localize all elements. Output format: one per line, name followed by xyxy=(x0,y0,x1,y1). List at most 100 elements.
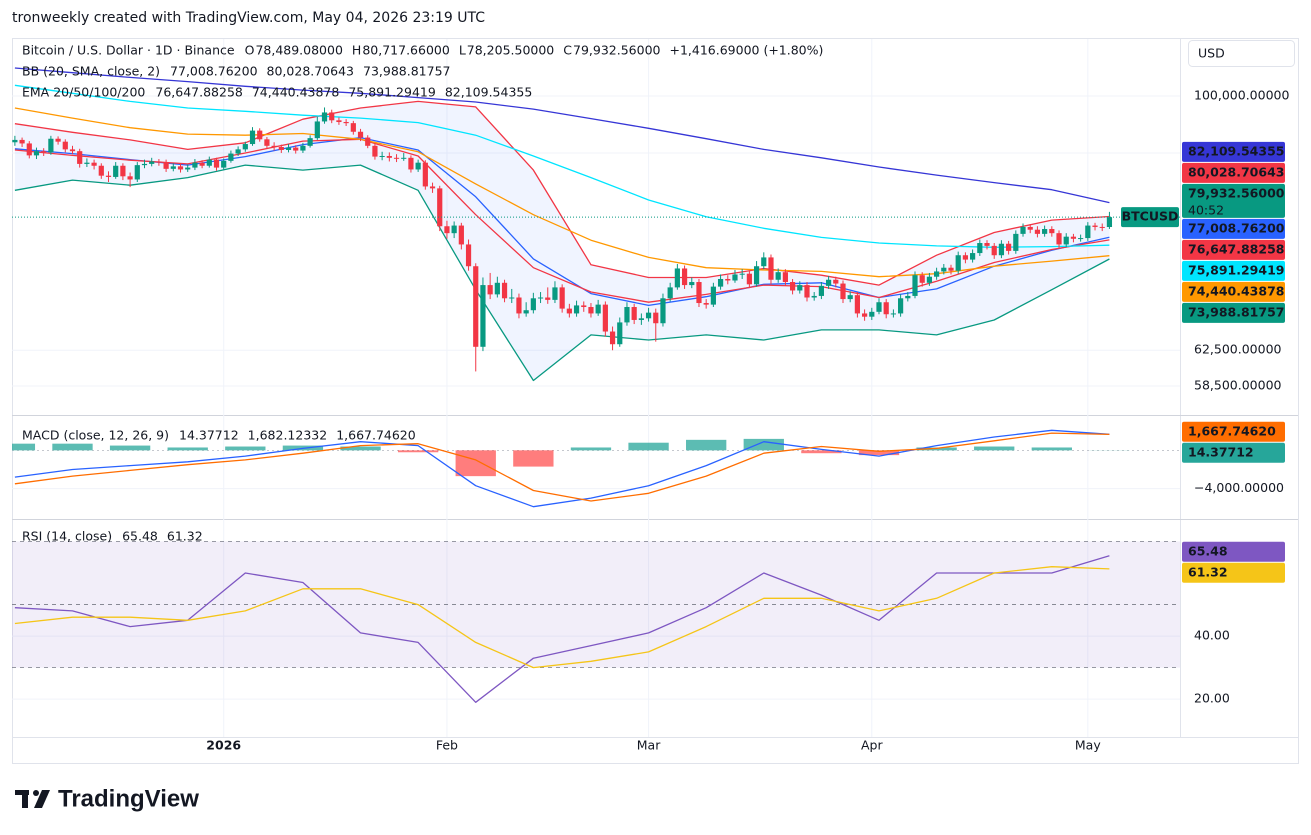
legend-text: 1,667.74620 xyxy=(336,428,416,443)
candle-body xyxy=(278,146,284,150)
candle-body xyxy=(120,165,126,177)
candle-body xyxy=(221,160,227,168)
candle-body xyxy=(1013,233,1019,251)
countdown-label: 40:52 xyxy=(1188,202,1224,217)
candle-body xyxy=(350,123,356,132)
bb-fill xyxy=(14,101,1110,381)
currency-label[interactable]: USD xyxy=(1198,46,1225,61)
candle-body xyxy=(293,147,299,151)
symbol-badge xyxy=(1121,207,1179,228)
candle-body xyxy=(62,141,68,150)
candle-body xyxy=(127,176,133,180)
candle-body xyxy=(156,161,162,163)
candle-body xyxy=(509,297,515,299)
rsi-pane xyxy=(12,541,1180,703)
candle-body xyxy=(984,243,990,246)
candle-body xyxy=(170,166,176,169)
macd-histogram-bar xyxy=(340,446,381,451)
chart-frame xyxy=(12,38,1299,764)
candle-body xyxy=(235,149,241,154)
candle-body xyxy=(789,282,796,291)
candle-body xyxy=(609,331,616,345)
candle-body xyxy=(653,312,659,324)
overlay-line xyxy=(14,100,1110,286)
candle-body xyxy=(1085,225,1091,239)
candle-body xyxy=(883,302,889,315)
candle-body xyxy=(393,157,400,159)
candle-body xyxy=(372,145,378,157)
candle-body xyxy=(667,287,673,299)
candle-body xyxy=(818,285,824,296)
candle-body xyxy=(753,266,760,285)
legend-text: H xyxy=(352,43,361,58)
candle-body xyxy=(955,255,961,271)
logo-part xyxy=(34,790,50,808)
price-badge-label: 79,932.56000 xyxy=(1188,185,1285,200)
candle-body xyxy=(876,302,882,312)
candle-body xyxy=(660,298,666,324)
price-badge xyxy=(1182,562,1285,583)
candle-body xyxy=(473,266,479,347)
candle-body xyxy=(710,286,716,305)
price-badge-label: 65.48 xyxy=(1188,543,1228,558)
candle-body xyxy=(1020,226,1026,234)
candle-body xyxy=(1070,236,1077,239)
y-tick-label: 58,500.00000 xyxy=(1194,378,1282,393)
candle-body xyxy=(833,279,839,284)
candle-body xyxy=(523,310,529,314)
candle-body xyxy=(444,226,450,234)
candle-body xyxy=(739,273,745,275)
candle-body xyxy=(840,283,846,300)
candle-body xyxy=(141,163,148,166)
price-badge-label: 77,008.76200 xyxy=(1188,220,1285,235)
overlay-line xyxy=(14,164,1110,382)
candle-body xyxy=(271,145,277,147)
overlay-line xyxy=(14,138,1110,303)
candle-body xyxy=(437,188,443,227)
candle-body xyxy=(761,257,767,267)
legend-text: 82,109.54355 xyxy=(445,85,532,100)
price-badge xyxy=(1182,442,1285,463)
macd-histogram-bar xyxy=(109,445,151,451)
candle-body xyxy=(257,130,263,140)
macd-histogram-bar xyxy=(743,438,784,451)
candle-body xyxy=(149,161,155,164)
candle-body xyxy=(725,278,731,281)
candle-body xyxy=(689,282,695,286)
legend-text: 61.32 xyxy=(167,529,203,544)
candle-body xyxy=(1056,233,1062,245)
price-badge-label: 1,667.74620 xyxy=(1188,423,1276,438)
candle-body xyxy=(948,267,954,271)
legend-text: 74,440.43878 xyxy=(252,85,340,100)
legend-text: +1,416.69000 (+1.80%) xyxy=(669,43,823,58)
candle-body xyxy=(55,138,61,142)
candle-body xyxy=(408,157,414,170)
legend-text: 80,028.70643 xyxy=(267,64,354,79)
candle-body xyxy=(1078,238,1084,240)
y-tick-label: −4,000.00000 xyxy=(1194,480,1284,495)
macd-histogram-bar xyxy=(167,447,208,451)
candle-body xyxy=(934,271,940,277)
main-pane xyxy=(12,67,1180,387)
candle-body xyxy=(782,272,788,283)
candle-body xyxy=(192,162,198,168)
candle-body xyxy=(401,157,407,159)
legend-text: 80,717.66000 xyxy=(362,43,450,58)
currency-box[interactable] xyxy=(1188,40,1295,67)
candle-body xyxy=(163,162,169,169)
legend-text: O xyxy=(245,43,255,58)
price-badge xyxy=(1182,260,1285,281)
candle-body xyxy=(890,313,897,315)
price-badge-label: 75,891.29419 xyxy=(1188,262,1284,277)
price-badge-label: 82,109.54355 xyxy=(1188,143,1284,158)
macd-histogram-bar xyxy=(455,450,496,477)
candle-body xyxy=(516,297,522,314)
candle-body xyxy=(1034,229,1041,234)
legend-text: 14.37712 xyxy=(179,428,239,443)
macd-histogram-bar xyxy=(225,446,266,451)
candle-body xyxy=(494,282,500,295)
candle-body xyxy=(638,318,644,320)
candle-body xyxy=(537,297,544,299)
candle-body xyxy=(898,298,904,314)
